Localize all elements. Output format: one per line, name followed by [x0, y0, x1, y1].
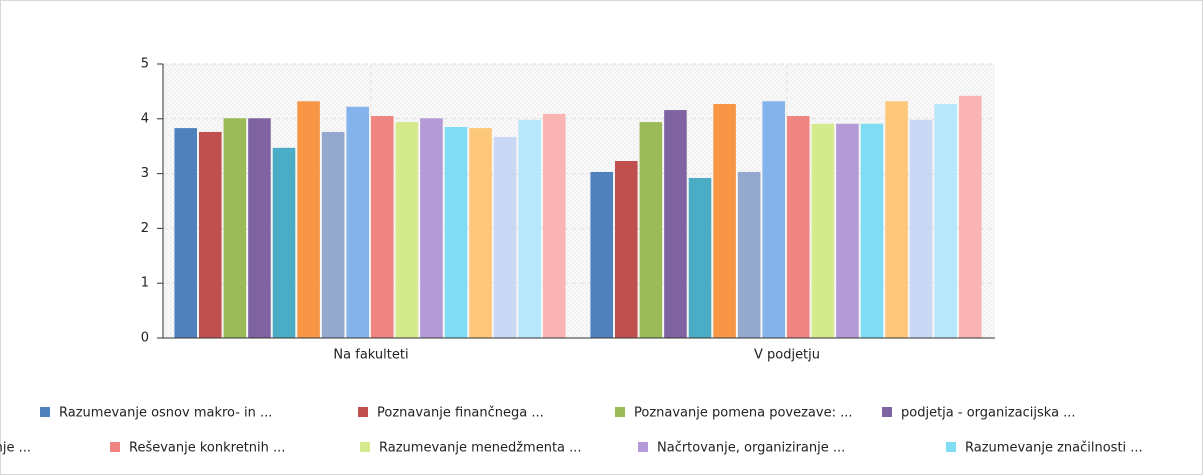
bar: [420, 118, 443, 338]
bar: [762, 101, 785, 338]
bar: [885, 101, 908, 338]
bar: [272, 147, 296, 338]
legend-label: Poznavanje finančnega ...: [377, 406, 544, 421]
legend-swatch: [360, 442, 370, 452]
bar: [469, 128, 492, 338]
legend-swatch: [882, 407, 892, 417]
bar: [248, 118, 271, 338]
y-tick-label: 0: [141, 331, 149, 346]
bar: [199, 131, 222, 338]
legend-label: podjetja - organizacijska ...: [901, 406, 1076, 421]
legend-label: Reševanje konkretnih ...: [129, 441, 285, 456]
bar: [444, 127, 468, 339]
bar: [223, 118, 247, 338]
bar: [321, 131, 345, 338]
x-tick-label: Na fakulteti: [333, 348, 408, 363]
bar: [542, 113, 566, 338]
bar: [395, 122, 419, 338]
bar: [860, 123, 884, 339]
legend-swatch: [358, 407, 368, 417]
bar: [639, 122, 663, 338]
legend-label: Poznavanje pomena povezave: ...: [634, 406, 853, 421]
legend-swatch: [946, 442, 956, 452]
legend-label: Razumevanje značilnosti ...: [965, 441, 1143, 456]
bar: [615, 160, 638, 338]
bar: [737, 171, 761, 338]
legend-label: Načrtovanje, organiziranje ...: [657, 441, 845, 456]
bar: [664, 110, 687, 338]
bar: [836, 123, 859, 339]
bar: [174, 128, 198, 338]
legend-swatch: [110, 442, 120, 452]
bar: [934, 104, 957, 338]
legend-swatch: [615, 407, 625, 417]
y-tick-label: 1: [141, 276, 149, 291]
y-tick-label: 4: [141, 111, 149, 126]
bar: [297, 101, 320, 338]
legend-label: Razumevanje osnov makro- in ...: [59, 406, 272, 421]
bar: [590, 171, 614, 338]
legend-swatch: [638, 442, 648, 452]
bar: [811, 123, 835, 339]
y-tick-label: 5: [141, 57, 149, 72]
legend-label: Razumevanje menedžmenta ...: [379, 441, 582, 456]
y-tick-label: 2: [141, 221, 149, 236]
bar: [493, 136, 517, 338]
bar: [909, 119, 933, 338]
bar: [787, 116, 810, 338]
bar: [346, 106, 369, 338]
bar: [688, 177, 712, 338]
bar: [371, 116, 394, 338]
bar: [518, 119, 541, 338]
y-tick-label: 3: [141, 166, 149, 181]
bar: [958, 95, 982, 338]
bar: [713, 104, 736, 338]
legend-swatch: [40, 407, 50, 417]
legend-label: vanje ...: [0, 441, 31, 456]
x-tick-label: V podjetju: [754, 348, 820, 363]
